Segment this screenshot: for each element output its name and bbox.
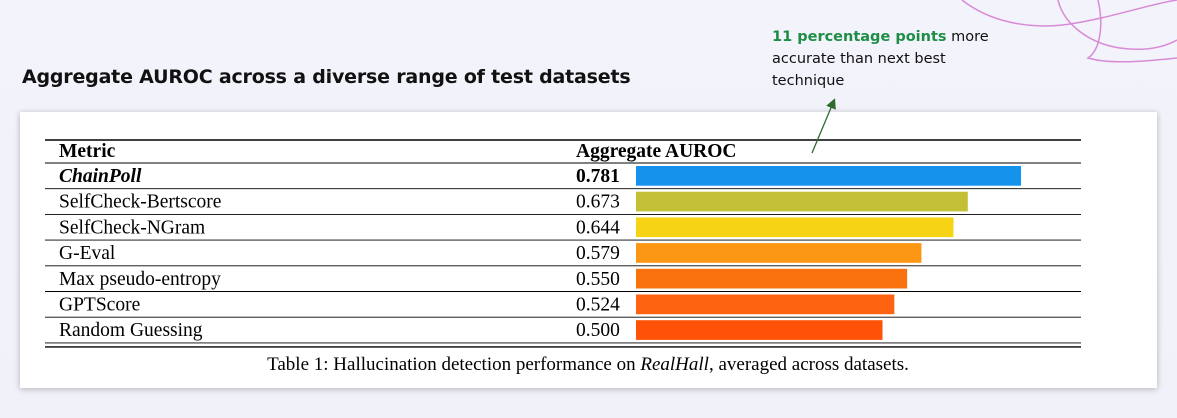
auroc-bar xyxy=(636,243,922,263)
auroc-bar xyxy=(636,320,883,340)
auroc-value: 0.524 xyxy=(576,295,620,316)
auroc-table: Metric Aggregate AUROC ChainPoll 0.781 Sel… xyxy=(45,139,1081,375)
metric-label: Random Guessing xyxy=(59,320,203,341)
metric-label: SelfCheck-NGram xyxy=(59,217,205,238)
metric-label: Max pseudo-entropy xyxy=(59,269,221,290)
auroc-value: 0.500 xyxy=(576,320,620,341)
column-header-metric: Metric xyxy=(59,141,116,162)
auroc-bar xyxy=(636,294,895,315)
table-rules xyxy=(45,139,1081,348)
callout-note: 11 percentage points more accurate than … xyxy=(772,26,1002,92)
auroc-bar xyxy=(636,166,1022,186)
auroc-bar xyxy=(636,191,968,212)
auroc-value: 0.579 xyxy=(576,243,620,264)
auroc-value: 0.781 xyxy=(576,166,620,187)
metric-label: SelfCheck-Bertscore xyxy=(59,192,221,213)
auroc-bar xyxy=(636,217,954,238)
metric-label: G-Eval xyxy=(59,243,116,264)
table-rows: ChainPoll 0.781 SelfCheck-Bertscore 0.673 Se… xyxy=(59,166,1022,341)
table-caption: Table 1: Hallucination detection perform… xyxy=(267,354,909,375)
table-card: Metric Aggregate AUROC ChainPoll 0.781 Sel… xyxy=(20,112,1157,388)
decorative-curve xyxy=(1086,0,1177,63)
metric-label: GPTScore xyxy=(59,295,140,316)
callout-text: more accurate than next best technique xyxy=(772,29,989,89)
auroc-value: 0.673 xyxy=(576,192,620,213)
auroc-bar xyxy=(636,268,908,289)
callout-highlight: 11 percentage points xyxy=(772,29,947,45)
auroc-value: 0.644 xyxy=(576,217,620,238)
auroc-value: 0.550 xyxy=(576,269,620,290)
metric-label: ChainPoll xyxy=(59,166,142,187)
column-header-auroc: Aggregate AUROC xyxy=(576,141,737,162)
page-heading: Aggregate AUROC across a diverse range o… xyxy=(22,66,631,88)
decorative-curve xyxy=(961,0,1177,27)
decorative-curve xyxy=(1057,0,1177,51)
